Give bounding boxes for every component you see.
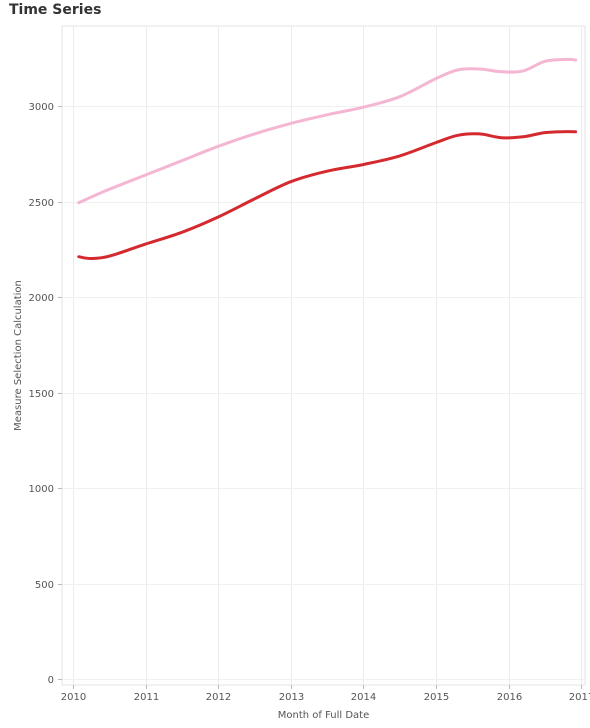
x-tick-label: 2010: [61, 692, 86, 703]
x-tick-label: 2016: [497, 692, 522, 703]
y-tick-label: 500: [35, 580, 54, 591]
y-tick-label: 2000: [29, 293, 54, 304]
x-tick-label: 2017: [569, 692, 590, 703]
axes: [58, 25, 586, 689]
tick-labels: 2010 2011 2012 2013 2014 2015 2016 2017 0 500 1000…: [13, 102, 590, 721]
y-tick-label: 2500: [29, 198, 54, 209]
plot-frame: [61, 25, 586, 686]
y-axis-title: Measure Selection Calculation: [13, 280, 24, 431]
grid-lines: [62, 26, 585, 685]
y-tick-label: 0: [48, 675, 54, 686]
y-tick-label: 3000: [29, 102, 54, 113]
x-axis-title: Month of Full Date: [278, 710, 370, 721]
x-tick-label: 2013: [279, 692, 304, 703]
x-tick-label: 2015: [424, 692, 449, 703]
x-tick-label: 2014: [351, 692, 376, 703]
x-tick-label: 2011: [134, 692, 159, 703]
chart-title: Time Series: [9, 2, 102, 18]
x-tick-label: 2012: [206, 692, 231, 703]
series-line-1: [77, 57, 578, 205]
series-lines: [77, 57, 578, 261]
series-line-2: [77, 130, 578, 261]
y-tick-label: 1500: [29, 389, 54, 400]
y-tick-label: 1000: [29, 484, 54, 495]
